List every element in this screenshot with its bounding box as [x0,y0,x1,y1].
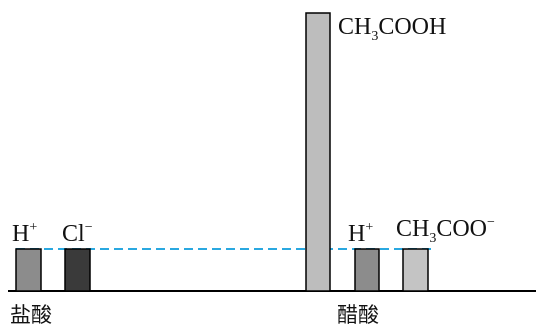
label-hcl-h-plus: H+ [12,220,37,247]
group-label-hydrochloric-acid: 盐酸 [10,303,52,327]
label-acetic-h-plus: H+ [348,220,373,247]
label-cl-minus: Cl− [62,220,93,247]
label-ch3coo-minus: CH3COO− [396,215,495,246]
bar-hcl-h-plus [15,248,42,292]
bar-ch3cooh [305,12,331,292]
bar-ch3coo-minus [402,248,429,292]
bar-cl-minus [64,248,91,292]
bar-acetic-h-plus [354,248,380,292]
group-label-acetic-acid: 醋酸 [337,303,379,327]
label-ch3cooh: CH3COOH [338,14,446,44]
